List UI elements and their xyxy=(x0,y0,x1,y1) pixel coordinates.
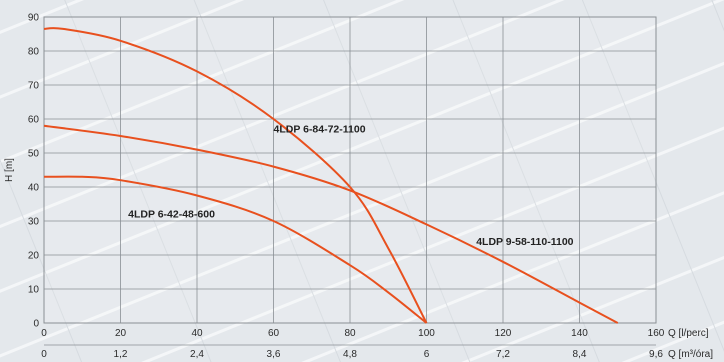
x-axis-title-secondary: Q [m³/óra] xyxy=(668,349,713,360)
y-tick-label: 70 xyxy=(28,81,40,92)
curves: 4LDP 6-84-72-1100 4LDP 9-58-110-1100 4LDP … xyxy=(43,27,619,324)
x-tick-label-secondary: 1,2 xyxy=(114,349,128,360)
x-tick-label-secondary: 9,6 xyxy=(649,349,663,360)
y-axis-title: H [m] xyxy=(4,158,15,182)
x-tick-label-secondary: 6 xyxy=(424,349,430,360)
x-tick-label: 40 xyxy=(191,328,203,339)
x-tick-label: 60 xyxy=(268,328,280,339)
y-tick-label: 20 xyxy=(28,251,40,262)
x-tick-label-secondary: 4,8 xyxy=(343,349,357,360)
y-tick-label: 60 xyxy=(28,115,40,126)
x-tick-label: 120 xyxy=(495,328,512,339)
x-tick-label: 140 xyxy=(571,328,588,339)
series-line xyxy=(43,124,619,324)
x-tick-label: 160 xyxy=(648,328,665,339)
y-tick-label: 0 xyxy=(33,319,39,330)
y-tick-label: 90 xyxy=(28,13,40,24)
x-tick-label: 20 xyxy=(115,328,127,339)
x-tick-label: 100 xyxy=(418,328,435,339)
x-tick-label-secondary: 3,6 xyxy=(267,349,281,360)
x-tick-label: 80 xyxy=(344,328,356,339)
grid xyxy=(44,17,656,346)
x-tick-label-secondary: 7,2 xyxy=(496,349,510,360)
x-tick-label-secondary: 0 xyxy=(41,349,47,360)
y-tick-label: 30 xyxy=(28,217,40,228)
x-tick-label: 0 xyxy=(41,328,47,339)
y-tick-label: 50 xyxy=(28,149,40,160)
x-axis-title: Q [l/perc] xyxy=(668,328,709,339)
series-label: 4LDP 6-42-48-600 xyxy=(128,209,215,221)
series-line xyxy=(43,27,428,324)
y-tick-label: 10 xyxy=(28,285,40,296)
series-label: 4LDP 9-58-110-1100 xyxy=(476,236,573,248)
series-line xyxy=(43,175,428,324)
tick-labels: 00201,2402,4603,6804,810061207,21408,416… xyxy=(28,13,665,361)
x-tick-label-secondary: 2,4 xyxy=(190,349,204,360)
y-tick-label: 80 xyxy=(28,47,40,58)
y-tick-label: 40 xyxy=(28,183,40,194)
x-tick-label-secondary: 8,4 xyxy=(573,349,587,360)
series-label: 4LDP 6-84-72-1100 xyxy=(274,124,366,136)
